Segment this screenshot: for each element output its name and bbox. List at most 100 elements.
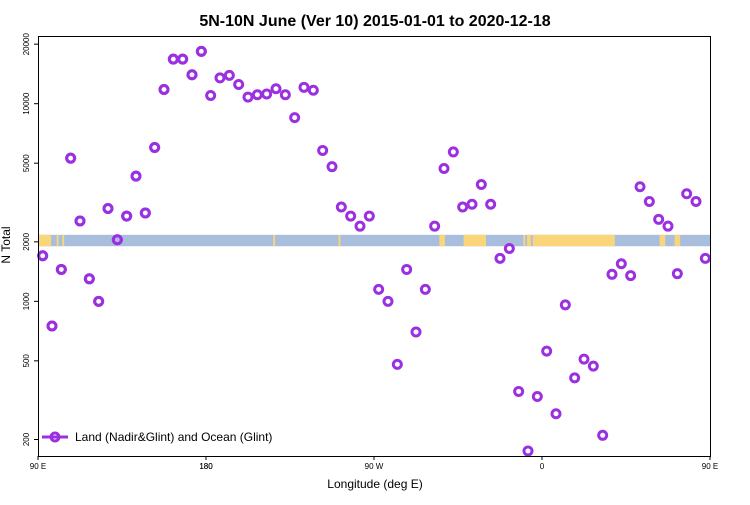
data-point bbox=[429, 220, 441, 232]
data-point bbox=[419, 283, 431, 295]
x-tick-label: 0 bbox=[540, 462, 545, 471]
y-tick-label: 1000 bbox=[22, 292, 31, 310]
data-point bbox=[401, 263, 413, 275]
data-point bbox=[494, 252, 506, 264]
land-segment bbox=[439, 234, 445, 247]
data-point bbox=[121, 210, 133, 222]
data-point bbox=[307, 84, 319, 96]
data-point bbox=[681, 188, 693, 200]
y-axis: 200 500 1000 2000 5000 10000 20000 bbox=[22, 33, 38, 446]
legend: Land (Nadir&Glint) and Ocean (Glint) bbox=[42, 430, 272, 444]
land-segment bbox=[678, 234, 681, 247]
data-point bbox=[233, 79, 245, 91]
data-point bbox=[83, 273, 95, 285]
data-point bbox=[186, 69, 198, 81]
data-point bbox=[513, 385, 525, 397]
data-point bbox=[653, 213, 665, 225]
y-tick-label: 20000 bbox=[22, 33, 31, 56]
data-point bbox=[615, 258, 627, 270]
land-segment bbox=[659, 234, 666, 247]
data-point bbox=[690, 195, 702, 207]
data-point bbox=[634, 181, 646, 193]
data-point bbox=[466, 198, 478, 210]
land-segment bbox=[38, 234, 52, 247]
data-point bbox=[643, 195, 655, 207]
ocean-band bbox=[38, 234, 710, 247]
data-point bbox=[559, 299, 571, 311]
land-segment bbox=[532, 234, 615, 247]
land-segment bbox=[56, 234, 59, 247]
data-point bbox=[55, 263, 67, 275]
data-point bbox=[391, 358, 403, 370]
data-point bbox=[662, 220, 674, 232]
data-point bbox=[195, 45, 207, 57]
x-axis-label: Longitude (deg E) bbox=[327, 477, 422, 491]
land-ocean-band bbox=[38, 234, 710, 247]
data-point bbox=[37, 250, 49, 262]
y-tick-label: 200 bbox=[22, 432, 31, 446]
x-tick-label: 180 bbox=[199, 462, 213, 471]
data-point bbox=[298, 81, 310, 93]
data-point bbox=[503, 243, 515, 255]
data-point bbox=[447, 146, 459, 158]
data-point bbox=[149, 142, 161, 154]
legend-label: Land (Nadir&Glint) and Ocean (Glint) bbox=[75, 430, 272, 444]
data-point bbox=[177, 53, 189, 65]
land-segment bbox=[523, 234, 526, 247]
data-point bbox=[578, 353, 590, 365]
data-point bbox=[531, 391, 543, 403]
data-point bbox=[74, 215, 86, 227]
data-point bbox=[345, 210, 357, 222]
data-point bbox=[569, 372, 581, 384]
data-point bbox=[373, 283, 385, 295]
data-point bbox=[550, 408, 562, 420]
x-tick-label: 90 W bbox=[365, 462, 384, 471]
data-point bbox=[335, 201, 347, 213]
data-point bbox=[46, 320, 58, 332]
data-point bbox=[279, 89, 291, 101]
data-point bbox=[214, 72, 226, 84]
data-point bbox=[251, 89, 263, 101]
data-point bbox=[130, 170, 142, 182]
y-tick-label: 2000 bbox=[22, 232, 31, 250]
y-tick-label: 10000 bbox=[22, 92, 31, 115]
data-point bbox=[457, 201, 469, 213]
data-point bbox=[111, 234, 123, 246]
data-point bbox=[522, 445, 534, 457]
land-segment bbox=[674, 234, 679, 247]
data-point bbox=[223, 69, 235, 81]
chart-title: 5N-10N June (Ver 10) 2015-01-01 to 2020-… bbox=[199, 13, 550, 30]
y-axis-label: N Total bbox=[0, 226, 13, 263]
data-point bbox=[363, 210, 375, 222]
x-tick-label: 180 bbox=[199, 462, 213, 471]
land-segment bbox=[463, 234, 486, 247]
data-point bbox=[102, 202, 114, 214]
data-point bbox=[317, 144, 329, 156]
data-point bbox=[475, 179, 487, 191]
plot-frame bbox=[38, 36, 711, 457]
data-point bbox=[354, 220, 366, 232]
data-point bbox=[65, 152, 77, 164]
data-point bbox=[326, 161, 338, 173]
data-point bbox=[438, 162, 450, 174]
data-point bbox=[242, 91, 254, 103]
data-point bbox=[699, 252, 711, 264]
data-point bbox=[167, 53, 179, 65]
land-segment bbox=[62, 234, 65, 247]
data-point bbox=[410, 326, 422, 338]
land-segment bbox=[273, 234, 276, 247]
land-segment bbox=[338, 234, 341, 247]
legend-marker bbox=[49, 431, 61, 443]
x-tick-label: 90 E bbox=[30, 462, 46, 471]
data-point bbox=[382, 295, 394, 307]
x-tick-label: 90 E bbox=[702, 462, 718, 471]
data-point bbox=[606, 268, 618, 280]
data-point bbox=[485, 198, 497, 210]
data-point bbox=[205, 89, 217, 101]
y-tick-label: 5000 bbox=[22, 154, 31, 172]
data-point bbox=[158, 83, 170, 95]
y-tick-label: 500 bbox=[22, 354, 31, 368]
